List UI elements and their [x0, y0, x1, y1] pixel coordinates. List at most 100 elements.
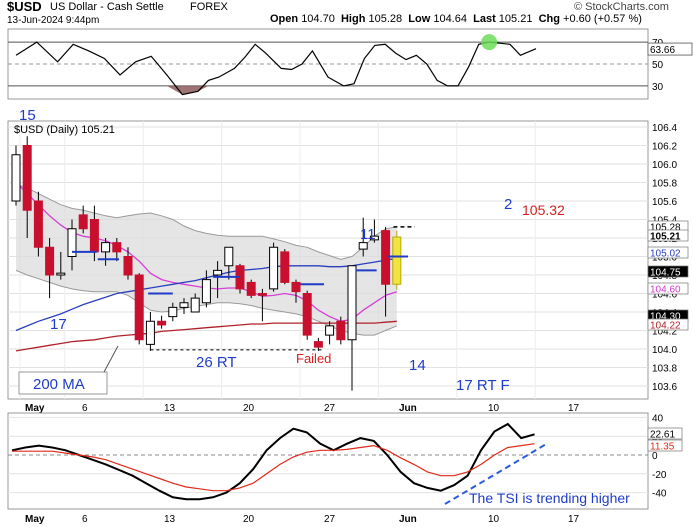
candle-body [123, 256, 133, 276]
candle-body [67, 228, 77, 257]
tsi-tick-label: 40 [652, 413, 664, 424]
last-label: Last [473, 13, 496, 25]
candle-body [224, 246, 234, 267]
candle-body [101, 242, 111, 253]
price-annotation: 2 [504, 196, 512, 213]
price-axis-badge [647, 229, 689, 242]
price-tick-label: 105.8 [652, 179, 677, 190]
rsi-tick-label: 30 [652, 82, 664, 93]
tsi-signal-line [12, 443, 535, 492]
price-axis-badge-label: 104.75 [650, 268, 681, 279]
price-annotation: 17 RT F [456, 377, 510, 394]
candle-body [157, 320, 167, 326]
open-label: Open [270, 13, 299, 25]
rsi-line [15, 41, 537, 96]
candle-body [358, 242, 368, 250]
header-exchange: FOREX [190, 1, 228, 13]
price-x-label: Jun [399, 403, 417, 414]
tsi-tick-label: -40 [652, 489, 667, 500]
candle-body [302, 293, 312, 336]
rsi-highlight-circle [481, 34, 498, 51]
price-layer: 106.4106.2106.0105.8105.6105.4105.2105.0… [7, 107, 689, 414]
tsi-last-value: 11.35 [650, 442, 675, 453]
header-symbol: $USD [7, 0, 42, 14]
open-value: 104.70 [301, 13, 335, 25]
price-x-label: 6 [82, 403, 88, 414]
last-value: 105.21 [498, 13, 533, 25]
price-annotation: 26 RT [196, 354, 237, 371]
tsi-x-label: 27 [324, 514, 336, 525]
candle-body [112, 242, 122, 253]
price-tick-label: 106.0 [652, 160, 677, 171]
rsi-frame [7, 28, 649, 100]
price-annotation: 15 [19, 107, 36, 124]
price-tick-label: 104.0 [652, 345, 677, 356]
rsi-layer: 70503063.66 [7, 28, 693, 100]
price-tick-label: 103.8 [652, 364, 677, 375]
rsi-oversold-fill [198, 85, 209, 92]
candle-body [257, 293, 267, 296]
candle-body [89, 219, 99, 253]
price-annotation: 105.32 [522, 202, 565, 218]
candle-body [11, 154, 21, 202]
price-axis-badge-label: 104.22 [650, 321, 681, 332]
price-x-label: 13 [164, 403, 176, 414]
candle-body [246, 281, 256, 296]
tsi-tick-label: 0 [652, 451, 658, 462]
tsi-x-label: Jun [399, 514, 417, 525]
header-watermark: © StockCharts.com [574, 1, 669, 13]
candle-body [347, 265, 357, 341]
candle-body [190, 297, 200, 313]
price-axis-badge-label: 105.02 [650, 249, 681, 260]
price-axis-badge-label: 104.30 [650, 312, 681, 323]
price-x-label: 20 [243, 403, 255, 414]
candle-body [313, 341, 323, 348]
price-tick-label: 104.6 [652, 290, 677, 301]
price-tick-label: 106.2 [652, 142, 677, 153]
candle-body [369, 235, 379, 241]
price-annotation: 11 [360, 226, 376, 243]
price-axis-badge [647, 282, 689, 295]
candle-body [179, 302, 189, 308]
price-tick-label: 106.4 [652, 123, 677, 134]
tsi-line [11, 422, 535, 501]
ma200-callout-box [18, 371, 108, 395]
price-axis-badge [647, 265, 689, 278]
price-x-label: 17 [568, 403, 580, 414]
price-title: $USD (Daily) 105.21 [14, 124, 115, 136]
candle-body [22, 145, 32, 211]
candle-body [291, 281, 301, 293]
price-tick-label: 103.6 [652, 382, 677, 393]
candle-body [201, 279, 211, 304]
header-date: 13-Jun-2024 9:44pm [7, 15, 100, 26]
price-annotation: 17 [50, 316, 67, 333]
chg-value: +0.60 (+0.57 %) [563, 13, 642, 25]
tsi-x-label: 17 [568, 514, 580, 525]
price-axis-badge [647, 318, 689, 331]
candle-body [134, 274, 144, 341]
rsi-oversold-fill [166, 85, 183, 95]
bollinger-band-fill [16, 184, 397, 336]
price-axis-badge-label: 104.60 [650, 285, 681, 296]
price-tick-label: 104.2 [652, 327, 677, 338]
candle-body [33, 200, 43, 248]
rsi-last-badge [647, 42, 693, 56]
high-label: High [340, 13, 366, 25]
candle-body [145, 320, 155, 345]
price-axis-badge-label: 105.28 [650, 223, 681, 234]
tsi-x-label: 10 [488, 514, 500, 525]
tsi-last-badge [647, 439, 683, 452]
chg-label: Chg [538, 13, 560, 25]
header-ohlc: Open 104.70 High 105.28 Low 104.64 Last … [270, 13, 642, 25]
candle-body [213, 269, 223, 276]
candle-body [45, 246, 55, 276]
price-x-label: 27 [324, 403, 336, 414]
price-annotation: 14 [409, 357, 426, 374]
bollinger-upper-line [15, 183, 397, 260]
price-x-label: May [25, 403, 45, 414]
tsi-x-label: 13 [164, 514, 176, 525]
tsi-last-badge [647, 427, 683, 440]
tsi-last-value: 22.61 [650, 430, 675, 441]
rsi-last-value: 63.66 [650, 45, 675, 56]
